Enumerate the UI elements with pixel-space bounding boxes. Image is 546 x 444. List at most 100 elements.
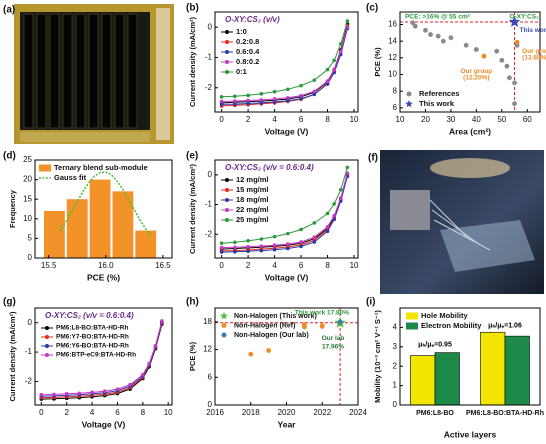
data-point — [246, 238, 250, 243]
x-axis-label: Area (cm²) — [449, 126, 491, 136]
y-axis-label: Frequency — [8, 189, 17, 228]
y-tick-label: -2 — [25, 377, 33, 386]
legend-swatch — [45, 353, 49, 357]
data-point — [473, 47, 479, 52]
data-point — [299, 240, 303, 244]
data-point — [508, 16, 521, 27]
data-point — [337, 319, 343, 325]
instrument — [390, 190, 430, 230]
data-point — [259, 101, 264, 105]
data-point — [299, 93, 303, 98]
chart-title: O-XY:CS₂ (v/v = 0.6:0.4) — [45, 311, 134, 320]
plot-area — [215, 308, 358, 405]
data-point — [312, 78, 317, 82]
annotation: (12.20%) — [463, 75, 489, 82]
data-point — [259, 244, 264, 248]
data-point — [325, 82, 330, 86]
data-point — [423, 27, 428, 33]
x-tick-label: 2 — [246, 261, 251, 270]
x-tick-label: 0 — [39, 408, 44, 417]
annotation: This work 17.80% — [295, 309, 349, 316]
legend-swatch — [225, 218, 229, 222]
legend-label: 15 mg/ml — [236, 185, 269, 194]
data-point — [481, 53, 487, 59]
data-point — [233, 102, 237, 106]
panel-label: (b) — [186, 3, 199, 14]
y-tick-label: 0 — [393, 400, 398, 409]
annotation: Our group — [460, 68, 492, 75]
bar — [112, 191, 134, 258]
data-point — [338, 196, 343, 200]
data-point — [448, 35, 454, 41]
x-axis-label: Voltage (V) — [265, 126, 309, 136]
busbar — [20, 132, 150, 142]
y-tick-label: 0 — [208, 22, 213, 31]
data-point — [147, 361, 151, 366]
legend-swatch — [225, 188, 229, 192]
legend-label: PM6:L8-BO:BTA-HD-Rh — [56, 325, 128, 332]
y-tick-label: 3 — [393, 342, 398, 351]
data-point — [312, 92, 317, 97]
curve — [221, 20, 348, 98]
chart-line: (g) Voltage (V) Current density (mA/cm²) O-… — [3, 297, 173, 430]
data-point — [64, 392, 69, 396]
legend-label: 18 mg/ml — [236, 195, 269, 204]
legend-label: 1:0 — [236, 27, 247, 36]
data-point — [312, 221, 317, 225]
legend-swatch — [225, 70, 229, 74]
panel-label: (f) — [368, 153, 378, 164]
legend-label: 0.2:0.8 — [236, 37, 259, 46]
data-point — [259, 98, 264, 102]
data-point — [246, 93, 250, 98]
curve — [221, 27, 348, 102]
data-point — [259, 248, 264, 253]
data-point — [325, 79, 330, 83]
x-tick-label: 6 — [299, 261, 304, 270]
photo-a: (a) — [3, 4, 174, 144]
panel-label: (e) — [186, 151, 198, 162]
y-axis-label: Current density (mA/cm²) — [8, 311, 17, 402]
y-tick-label: 16 — [388, 20, 397, 29]
legend-swatch — [225, 60, 229, 64]
y-tick-label: 25 — [23, 155, 32, 164]
legend-swatch — [225, 40, 229, 44]
x-axis-label: Voltage (V) — [265, 272, 309, 282]
chart-bar: (i) Active layers Mobility (10⁻³ cm² V⁻¹ S… — [366, 297, 544, 440]
data-point — [428, 32, 433, 37]
x-axis-label: Voltage (V) — [82, 419, 126, 429]
legend-label: 22 mg/ml — [236, 205, 269, 214]
x-tick-label: 8 — [325, 261, 330, 270]
axes-frame — [34, 307, 173, 406]
data-point — [338, 187, 343, 192]
y-tick-label: 10 — [388, 70, 397, 79]
chart-histogram: (d) PCE (%) Frequency 0 5 10 15 20 25 15.5 16.0 16.… — [3, 151, 173, 282]
x-tick-label: 6 — [299, 115, 304, 124]
plot-area — [219, 19, 350, 108]
data-point — [272, 234, 277, 239]
data-point — [233, 240, 237, 245]
data-point — [514, 39, 520, 45]
x-tick-label: 8 — [141, 408, 146, 417]
curve — [221, 173, 348, 249]
plot-area — [400, 12, 540, 112]
data-point — [233, 249, 237, 254]
y-tick-label: 0 — [28, 253, 33, 262]
data-point — [219, 99, 224, 104]
bar — [66, 199, 88, 258]
data-point — [90, 390, 94, 395]
data-point — [286, 98, 290, 103]
data-point — [128, 382, 132, 387]
x-tick-label: 30 — [446, 115, 455, 124]
data-point — [345, 25, 350, 29]
data-point — [286, 242, 290, 246]
annotation: Our lab — [322, 335, 345, 342]
legend-label: References — [419, 89, 459, 98]
legend-label: PM6:Y7-BO:BTA-HD-Rh — [56, 334, 129, 341]
x-tick-label: 10 — [164, 408, 173, 417]
data-point — [141, 372, 145, 377]
chart-title: O-XY:CS₂ (v/v = 0.6:0.4) — [225, 163, 314, 172]
data-point — [312, 89, 317, 94]
legend-swatch — [45, 326, 49, 330]
bar — [89, 179, 111, 258]
data-point — [299, 96, 303, 101]
